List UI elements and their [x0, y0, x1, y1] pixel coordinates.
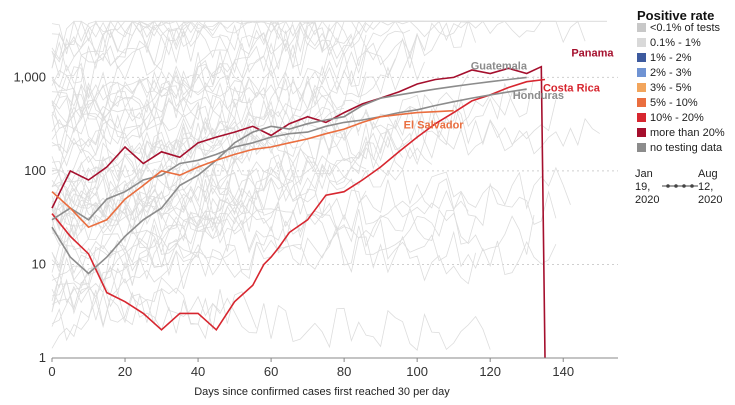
background-series-line: [51, 240, 235, 281]
background-series-line: [51, 128, 403, 302]
series-line-panama: [51, 65, 546, 359]
axis-layer: 1 10 100 1,000 0 20 40 60 80 100 120 140: [13, 69, 618, 379]
background-series-line: [51, 20, 286, 99]
background-series-line: [51, 106, 418, 161]
legend-label: 3% - 5%: [650, 82, 692, 94]
series-label-el-salvador: El Salvador: [404, 120, 465, 132]
legend-label: 2% - 3%: [650, 67, 692, 79]
x-tick-label: 20: [118, 364, 132, 379]
background-series-line: [51, 141, 433, 199]
background-series-line: [51, 66, 600, 155]
legend-swatch: [637, 128, 646, 137]
background-series-line: [51, 20, 352, 167]
series-label-costa-rica: Costa Rica: [543, 82, 601, 94]
legend-label: 10% - 20%: [650, 112, 704, 124]
background-series-line: [51, 49, 228, 134]
x-tick-label: 40: [191, 364, 205, 379]
legend-swatch: [637, 38, 646, 47]
series-line-el-salvador: [51, 109, 454, 229]
background-series-line: [51, 166, 571, 224]
background-series-line: [51, 155, 469, 212]
legend: Positive rate <0.1% of tests 0.1% - 1% 1% …: [637, 8, 725, 154]
background-series-line: [51, 143, 199, 246]
timeline-dot: [674, 184, 678, 188]
x-axis-label: Days since confirmed cases first reached…: [194, 386, 450, 398]
series-label-panama: Panama: [571, 48, 614, 60]
legend-swatch: [637, 23, 646, 32]
background-series-line: [51, 131, 316, 181]
timeline-end-label: 12,: [698, 181, 713, 193]
x-tick-label: 60: [264, 364, 278, 379]
x-tick-label: 100: [406, 364, 428, 379]
timeline-start-label: Jan: [635, 168, 653, 180]
background-series-line: [51, 206, 476, 285]
series-label-guatemala: Guatemala: [471, 60, 528, 72]
background-series-line: [51, 50, 396, 211]
x-tick-label: 140: [552, 364, 574, 379]
background-series-line: [51, 53, 425, 273]
timeline-end-label: 2020: [698, 194, 722, 206]
timeline-dot: [682, 184, 686, 188]
series-label-honduras: Honduras: [513, 90, 564, 102]
background-series-line: [51, 63, 250, 124]
background-series-line: [51, 20, 228, 72]
x-tick-label: 80: [337, 364, 351, 379]
legend-label: more than 20%: [650, 127, 725, 139]
background-series-line: [51, 288, 221, 349]
background-series-line: [51, 34, 367, 203]
background-series-line: [51, 189, 264, 275]
legend-swatch: [637, 68, 646, 77]
y-tick-label: 1,000: [13, 69, 46, 84]
background-series-line: [51, 114, 367, 170]
legend-swatch: [637, 98, 646, 107]
x-tick-label: 120: [479, 364, 501, 379]
series-line-guatemala: [51, 76, 527, 275]
background-series-line: [51, 20, 607, 118]
background-series-line: [51, 171, 557, 275]
background-series-line: [51, 216, 301, 289]
legend-swatch: [637, 113, 646, 122]
timeline-end-label: Aug: [698, 168, 718, 180]
background-series-line: [51, 210, 476, 313]
x-tick-label: 0: [48, 364, 55, 379]
background-series-line: [51, 108, 360, 310]
legend-label: 0.1% - 1%: [650, 37, 701, 49]
background-series-line: [51, 80, 345, 122]
legend-label: no testing data: [650, 142, 723, 154]
legend-label: 5% - 10%: [650, 97, 698, 109]
legend-swatch: [637, 83, 646, 92]
background-series-line: [51, 182, 557, 235]
background-series-line: [51, 99, 557, 248]
legend-swatch: [637, 53, 646, 62]
series-layer: Panama Costa Rica Guatemala Honduras El Salv…: [51, 48, 614, 359]
background-series-line: [51, 189, 243, 311]
timeline-dot: [690, 184, 694, 188]
background-series-line: [51, 195, 221, 277]
series-line-honduras: [51, 88, 527, 221]
background-series-line: [51, 285, 491, 351]
legend-label: <0.1% of tests: [650, 22, 721, 34]
y-tick-label: 10: [32, 256, 46, 271]
legend-swatch: [637, 143, 646, 152]
background-series-layer: [51, 19, 607, 351]
legend-label: 1% - 2%: [650, 52, 692, 64]
timeline-dot: [666, 184, 670, 188]
timeline-start-label: 2020: [635, 194, 659, 206]
y-tick-label: 1: [39, 350, 46, 365]
legend-title: Positive rate: [637, 8, 714, 23]
background-series-line: [51, 281, 257, 330]
background-series-line: [51, 20, 505, 55]
y-tick-label: 100: [24, 163, 46, 178]
timeline-start-label: 19,: [635, 181, 650, 193]
background-series-line: [51, 75, 535, 243]
series-line-costa-rica: [51, 78, 546, 332]
